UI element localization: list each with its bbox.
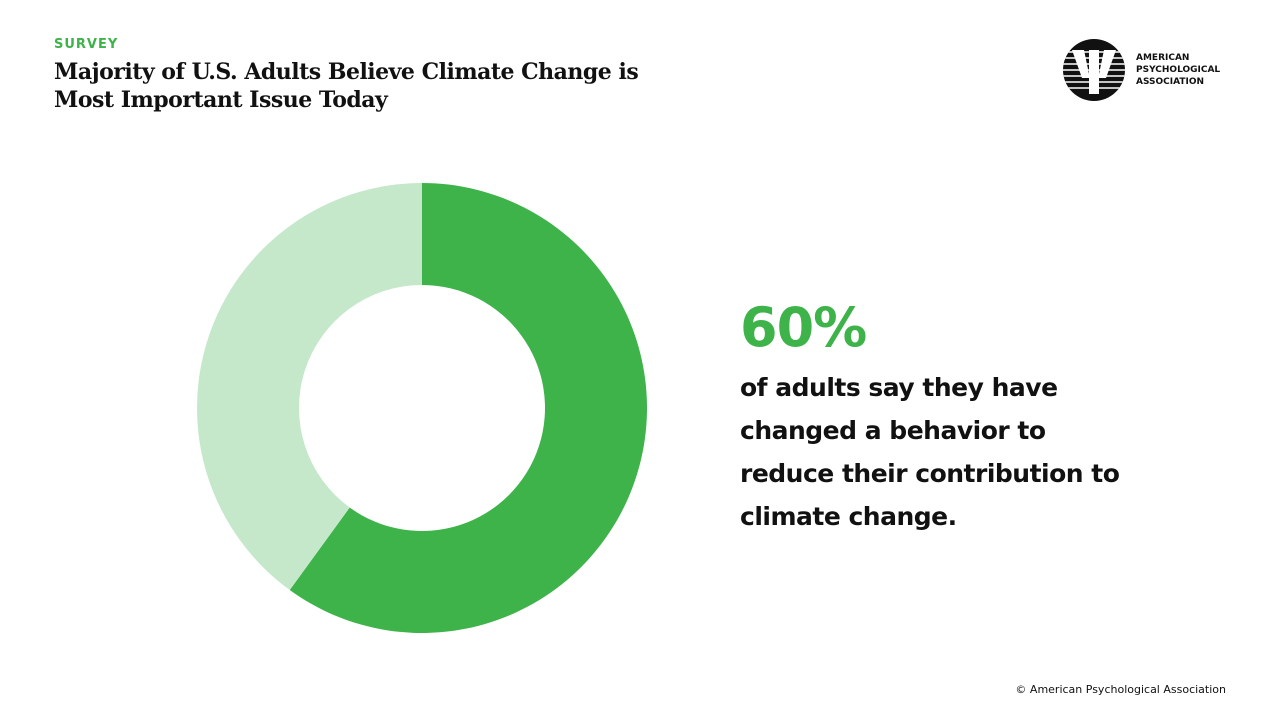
page-title: Majority of U.S. Adults Believe Climate … [54, 59, 639, 113]
psi-logo-icon [1063, 39, 1125, 101]
logo-line: ASSOCIATION [1136, 77, 1205, 87]
stat-value: 60% [740, 296, 867, 359]
donut-slice [289, 183, 647, 633]
stat-description: of adults say they have changed a behavi… [740, 373, 1120, 531]
copyright: © American Psychological Association [1015, 683, 1226, 696]
logo-line: PSYCHOLOGICAL [1136, 65, 1221, 75]
apa-logo: AMERICAN PSYCHOLOGICAL ASSOCIATION [1062, 38, 1220, 102]
kicker: SURVEY [54, 37, 119, 52]
logo-line: AMERICAN [1136, 53, 1190, 63]
donut-slice [197, 183, 422, 591]
